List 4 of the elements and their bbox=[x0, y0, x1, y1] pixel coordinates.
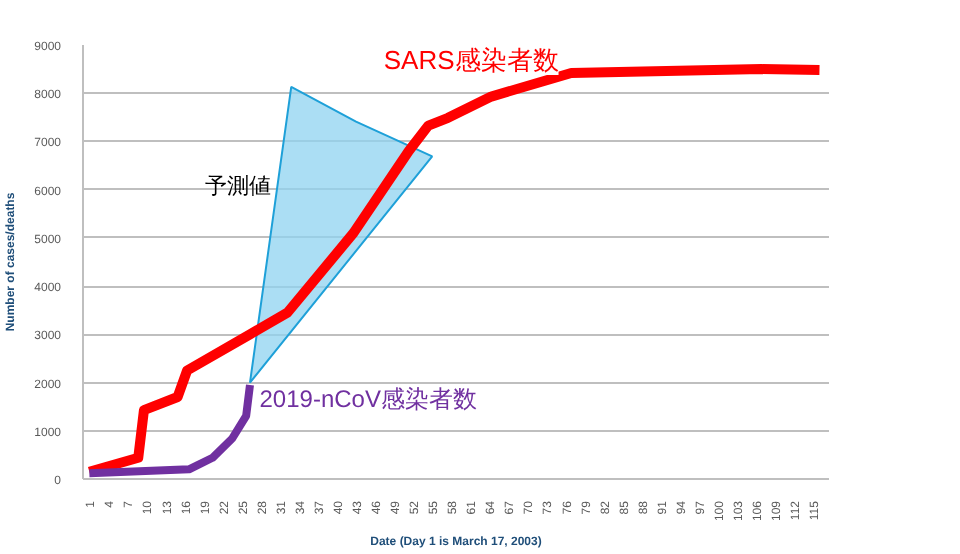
series-label: 2019-nCoV感染者数 bbox=[259, 385, 477, 414]
line-series bbox=[85, 380, 254, 478]
series-label: SARS感染者数 bbox=[383, 45, 559, 75]
series-label: 予測値 bbox=[204, 174, 271, 199]
